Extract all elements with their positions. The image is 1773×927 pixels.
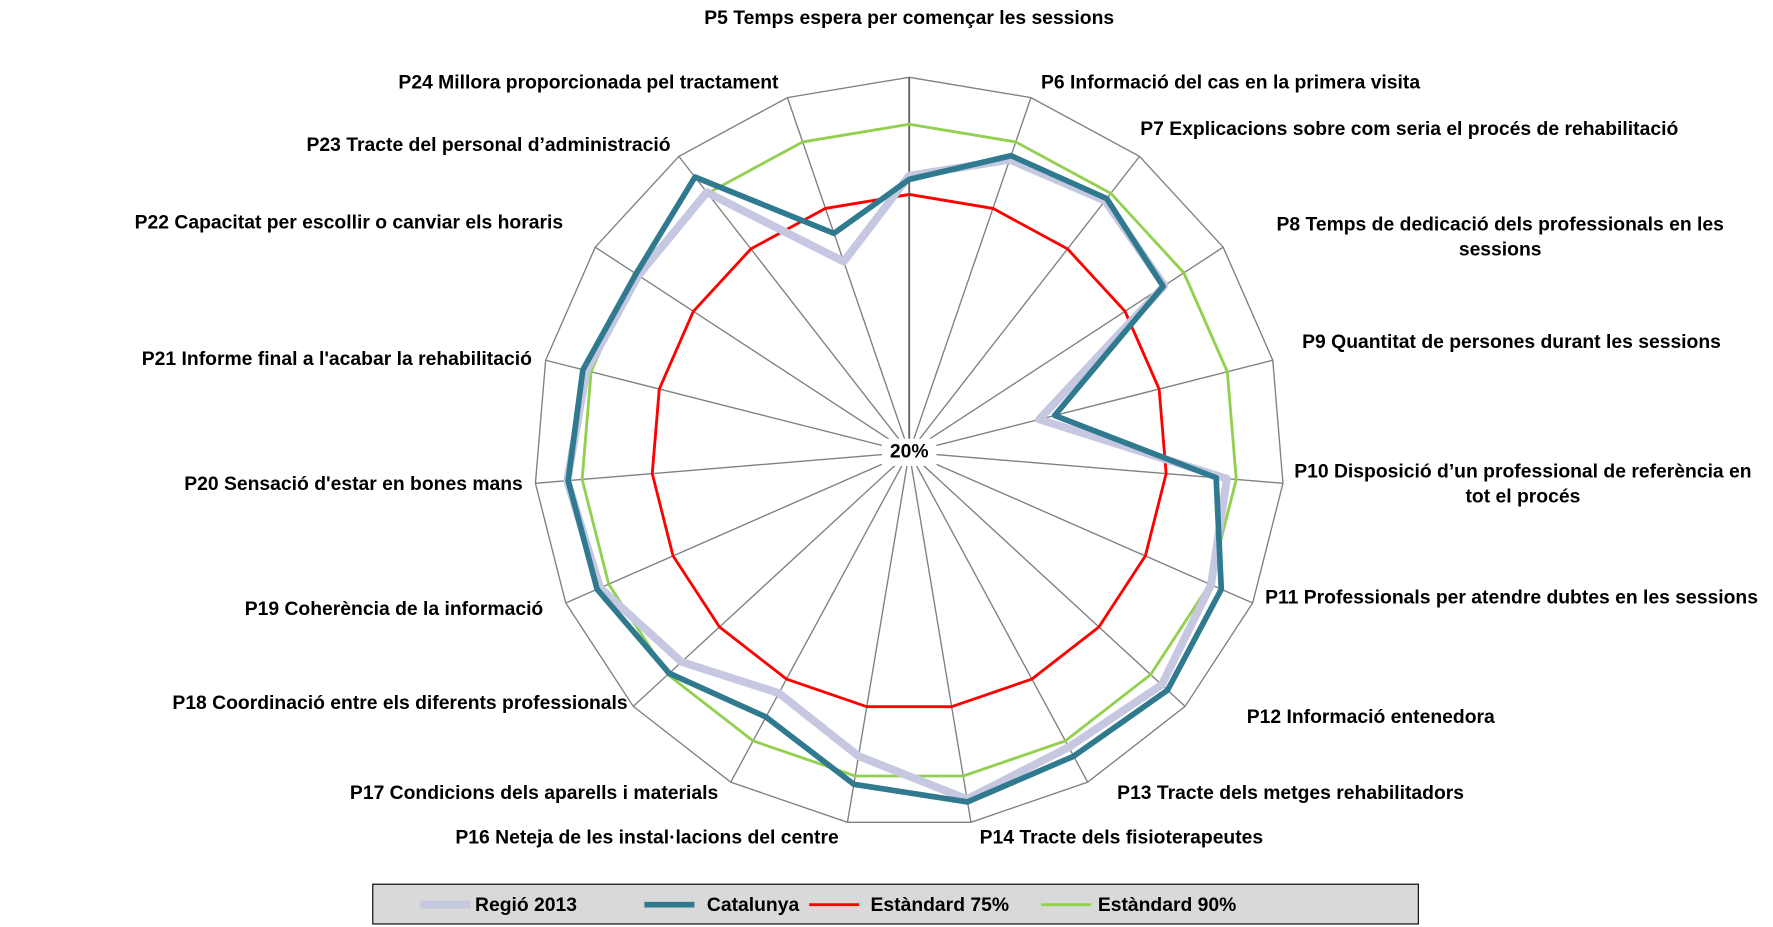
spoke	[594, 246, 910, 453]
category-label: P16 Neteja de les instal·lacions del cen…	[455, 826, 839, 848]
spoke	[730, 452, 910, 783]
category-label: P17 Condicions dels aparells i materials	[349, 781, 719, 804]
category-label: P19 Coherència de la informació	[244, 597, 544, 620]
frame-ring	[534, 76, 1284, 823]
category-label: P6 Informació del cas en la primera visi…	[1041, 71, 1421, 94]
r-tick-label: 20%	[890, 441, 929, 462]
spoke	[535, 451, 910, 484]
spoke	[908, 452, 972, 823]
spoke	[908, 155, 1141, 453]
spoke	[565, 451, 910, 604]
spoke	[786, 97, 910, 453]
spoke	[846, 452, 910, 823]
series-line	[563, 155, 1231, 804]
category-label: P5 Temps espera per començar les session…	[704, 6, 1115, 29]
category-label: P14 Tracte dels fisioterapeutes	[979, 826, 1264, 848]
category-label: P21 Informe final a l'acabar la rehabili…	[141, 347, 532, 370]
category-label: P10 Disposició d’un professional de refe…	[1294, 460, 1752, 507]
category-label: P8 Temps de dedicació dels professionals…	[1276, 213, 1724, 261]
category-label: P9 Quantitat de persones durant les sess…	[1302, 330, 1721, 353]
spoke	[908, 451, 1253, 604]
tick-label-bg	[881, 438, 937, 466]
category-label: P18 Coordinació entre els diferents prof…	[172, 692, 628, 714]
category-label: P13 Tracte dels metges rehabilitadors	[1117, 781, 1465, 804]
spoke	[678, 155, 910, 453]
category-label: P7 Explicacions sobre com seria el procé…	[1140, 118, 1679, 140]
legend-label: Estàndard 75%	[871, 895, 1009, 916]
legend-box	[372, 883, 1419, 925]
spoke	[908, 451, 1186, 707]
category-label: P23 Tracte del personal d’administració	[306, 134, 671, 156]
legend-label: Estàndard 90%	[1098, 895, 1236, 916]
series-line	[565, 152, 1225, 805]
legend-label: Catalunya	[707, 895, 800, 916]
spoke	[908, 97, 1032, 453]
spoke	[908, 246, 1224, 453]
legend-label: Regió 2013	[475, 895, 577, 916]
category-label: P11 Professionals per atendre dubtes en …	[1265, 586, 1758, 609]
spoke	[545, 359, 910, 453]
category-label: P22 Capacitat per escollir o canviar els…	[134, 211, 564, 233]
category-label: P12 Informació entenedora	[1246, 705, 1495, 728]
spoke	[909, 359, 1273, 453]
spoke	[908, 452, 1089, 783]
category-label: P20 Sensació d'estar en bones mans	[184, 472, 523, 495]
category-label: P24 Millora proporcionada pel tractament	[398, 71, 779, 94]
